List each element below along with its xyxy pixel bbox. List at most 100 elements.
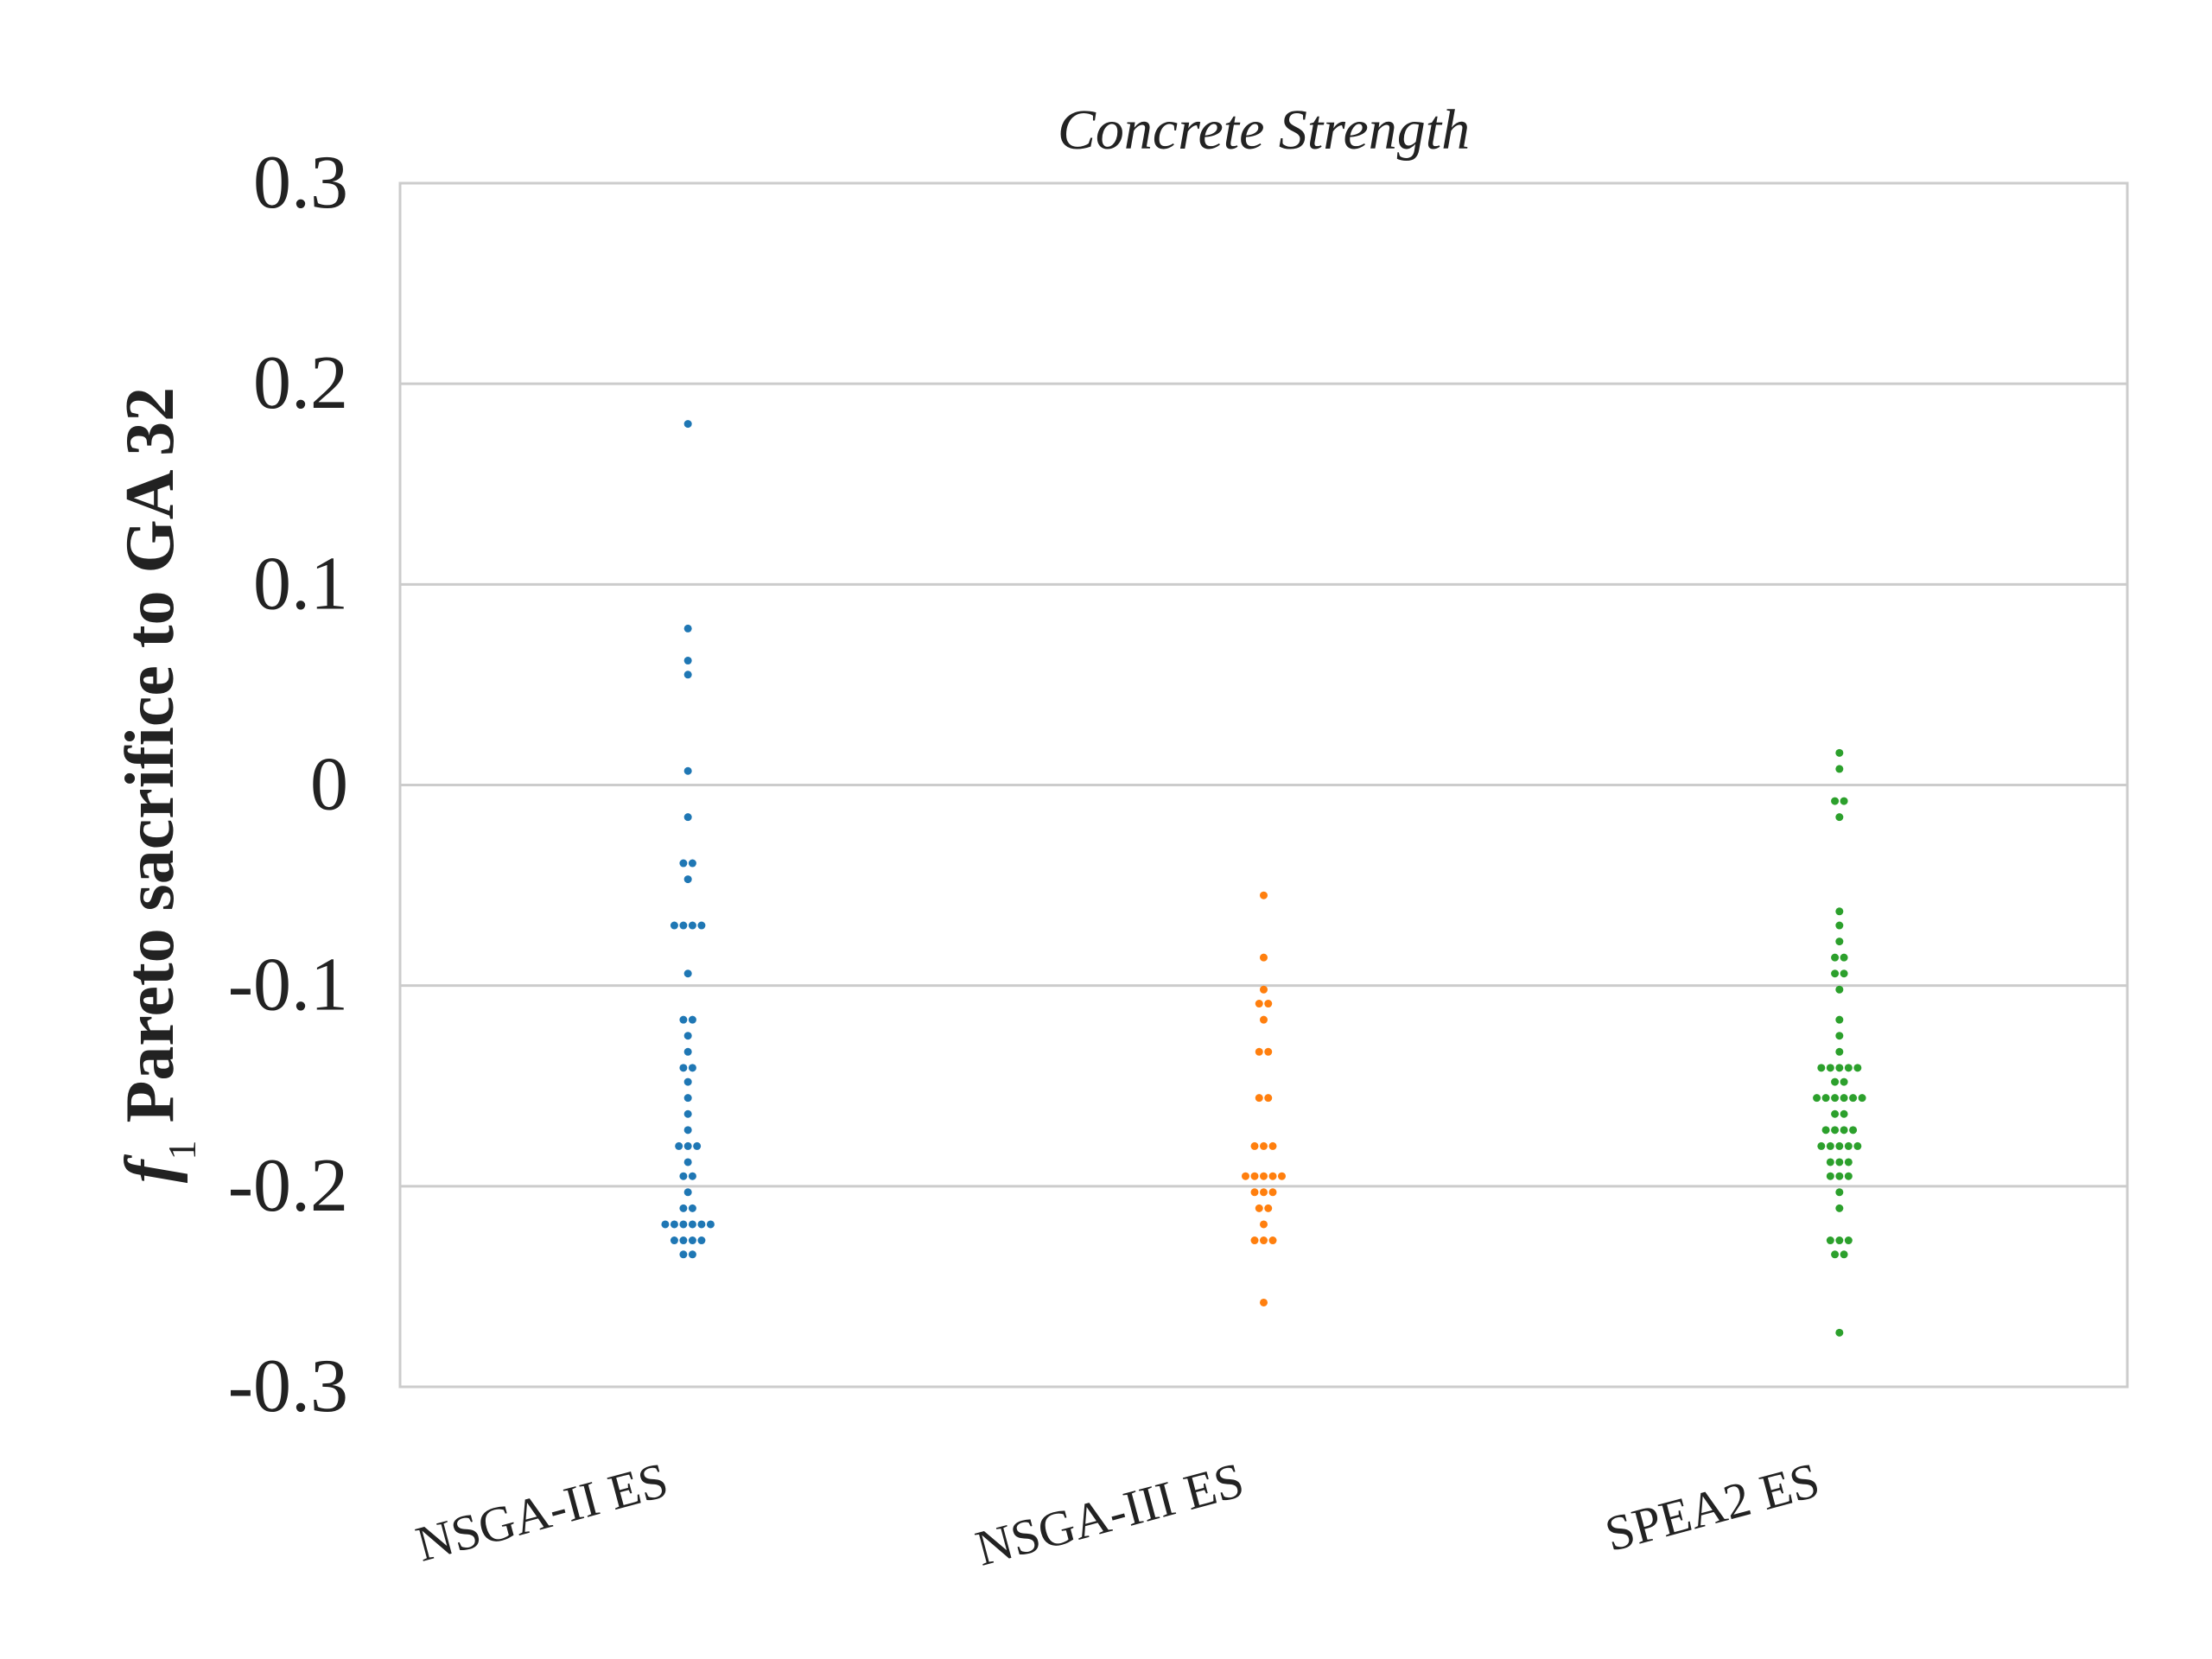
data-point <box>1826 1064 1834 1072</box>
data-point <box>1835 1236 1844 1245</box>
data-point <box>1268 1141 1277 1150</box>
data-point <box>1260 1188 1268 1197</box>
data-point <box>1255 1204 1263 1212</box>
data-point <box>1260 1298 1268 1306</box>
data-point <box>1264 1204 1273 1212</box>
y-axis-label-subscript: 1 <box>160 1140 204 1160</box>
data-point <box>683 1032 692 1040</box>
data-point <box>683 420 692 429</box>
data-point <box>1840 953 1848 962</box>
data-point <box>1821 1094 1830 1103</box>
data-point <box>683 1141 692 1150</box>
data-point <box>683 1077 692 1086</box>
data-point <box>683 813 692 822</box>
data-point <box>1817 1064 1826 1072</box>
data-point <box>1840 797 1848 805</box>
data-point <box>1840 1126 1848 1135</box>
data-point <box>697 921 706 930</box>
data-point <box>1840 1250 1848 1259</box>
data-point <box>679 921 688 930</box>
y-axis-label: f1 Pareto sacrifice to GA 32 <box>112 387 204 1183</box>
data-point <box>1831 1094 1840 1103</box>
data-point <box>1835 1064 1844 1072</box>
data-point <box>688 1236 696 1245</box>
data-point <box>1835 921 1844 930</box>
data-point <box>1831 1109 1840 1118</box>
data-point <box>1840 969 1848 978</box>
data-point <box>1260 1015 1268 1024</box>
data-point <box>675 1141 683 1150</box>
data-point <box>1250 1172 1259 1180</box>
data-point <box>1835 1204 1844 1212</box>
y-tick-label: -0.3 <box>228 1344 348 1428</box>
data-point <box>661 1220 670 1229</box>
data-point <box>1835 938 1844 946</box>
data-point <box>1826 1141 1834 1150</box>
data-point <box>1260 891 1268 899</box>
data-point <box>697 1236 706 1245</box>
data-point <box>1255 1094 1263 1103</box>
data-point <box>706 1220 715 1229</box>
x-axis-ticks: NSGA-II ES NSGA-III ES SPEA2 ES <box>410 1452 1825 1577</box>
data-point <box>683 875 692 884</box>
data-point <box>1835 907 1844 916</box>
y-tick-label: 0 <box>310 743 348 827</box>
y-axis-label-rest: Pareto sacrifice to GA 32 <box>112 387 188 1141</box>
data-point <box>1826 1236 1834 1245</box>
data-point <box>679 1172 688 1180</box>
data-point <box>683 624 692 632</box>
data-point <box>683 671 692 679</box>
data-point <box>1821 1126 1830 1135</box>
data-point <box>1278 1172 1286 1180</box>
data-point <box>670 1236 678 1245</box>
data-point <box>1835 1158 1844 1166</box>
data-point <box>688 1064 696 1072</box>
x-tick-label: NSGA-III ES <box>969 1452 1249 1577</box>
y-axis-ticks: 0.3 0.2 0.1 0 -0.1 -0.2 -0.3 <box>228 141 348 1428</box>
data-point <box>1260 953 1268 962</box>
data-point <box>1242 1172 1249 1180</box>
y-tick-label: -0.2 <box>228 1144 348 1228</box>
data-point <box>1844 1236 1853 1245</box>
data-point <box>679 1250 688 1259</box>
data-point <box>1831 1077 1840 1086</box>
data-point <box>1264 1000 1273 1008</box>
data-point <box>1844 1064 1853 1072</box>
data-point <box>683 1158 692 1166</box>
data-point <box>688 1250 696 1259</box>
data-point <box>1255 1047 1263 1056</box>
data-point <box>1831 953 1840 962</box>
data-point <box>688 1015 696 1024</box>
data-point <box>679 859 688 868</box>
data-point <box>1260 1141 1268 1150</box>
y-tick-label: 0.3 <box>253 141 348 225</box>
data-point <box>1844 1141 1853 1150</box>
data-point <box>1813 1094 1821 1103</box>
data-point <box>688 1220 696 1229</box>
data-point <box>670 921 678 930</box>
data-point <box>1835 1141 1844 1150</box>
data-point <box>1858 1094 1866 1103</box>
data-point <box>1260 985 1268 994</box>
data-point <box>1835 1188 1844 1197</box>
data-point <box>1260 1172 1268 1180</box>
data-point <box>1844 1172 1853 1180</box>
data-point <box>683 657 692 665</box>
data-point <box>693 1141 702 1150</box>
chart-title: Concrete Strength <box>1058 99 1470 162</box>
y-tick-label: 0.2 <box>253 341 348 425</box>
data-point <box>679 1236 688 1245</box>
data-point <box>1835 1047 1844 1056</box>
data-point <box>683 1047 692 1056</box>
data-point <box>1250 1188 1259 1197</box>
data-point <box>1831 969 1840 978</box>
data-point <box>1835 765 1844 773</box>
data-point <box>683 1109 692 1118</box>
data-point <box>1840 1094 1848 1103</box>
data-point <box>1264 1094 1273 1103</box>
data-point <box>1835 1015 1844 1024</box>
data-point <box>679 1204 688 1212</box>
data-point <box>1260 1220 1268 1229</box>
swarm-points <box>661 420 1866 1337</box>
